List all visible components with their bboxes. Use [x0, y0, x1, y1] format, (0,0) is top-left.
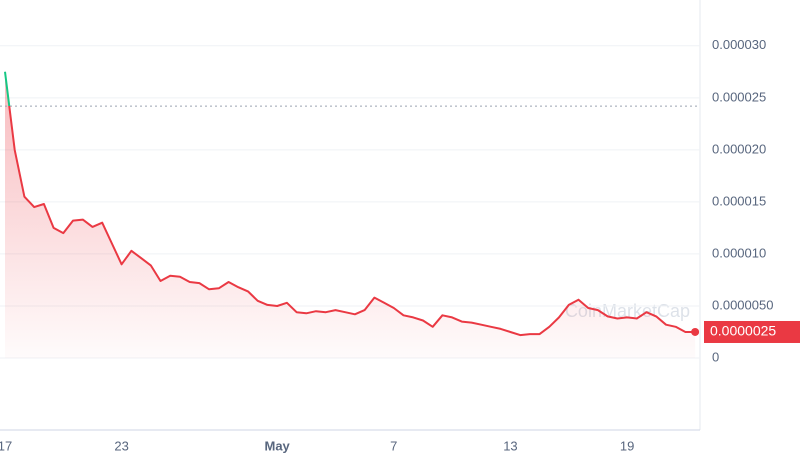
x-tick-label: 13	[503, 438, 517, 453]
y-tick-label: 0	[712, 349, 719, 364]
x-tick-label: 7	[390, 438, 397, 453]
x-tick-label: 19	[620, 438, 634, 453]
x-tick-label: 23	[114, 438, 128, 453]
price-line	[4, 71, 696, 337]
area	[5, 71, 696, 359]
y-tick-label: 0.000025	[712, 89, 766, 104]
y-tick-label: 0.000030	[712, 37, 766, 52]
y-tick-label: 0.0000050	[712, 297, 773, 312]
y-tick-label: 0.000015	[712, 193, 766, 208]
y-tick-label: 0.000020	[712, 141, 766, 156]
x-tick-label: 17	[0, 438, 12, 453]
y-tick-label: 0.000010	[712, 245, 766, 260]
x-tick-label: May	[265, 438, 291, 453]
last-point	[691, 327, 700, 336]
price-tag	[704, 320, 800, 343]
price-tag-label: 0.0000025	[710, 323, 776, 339]
